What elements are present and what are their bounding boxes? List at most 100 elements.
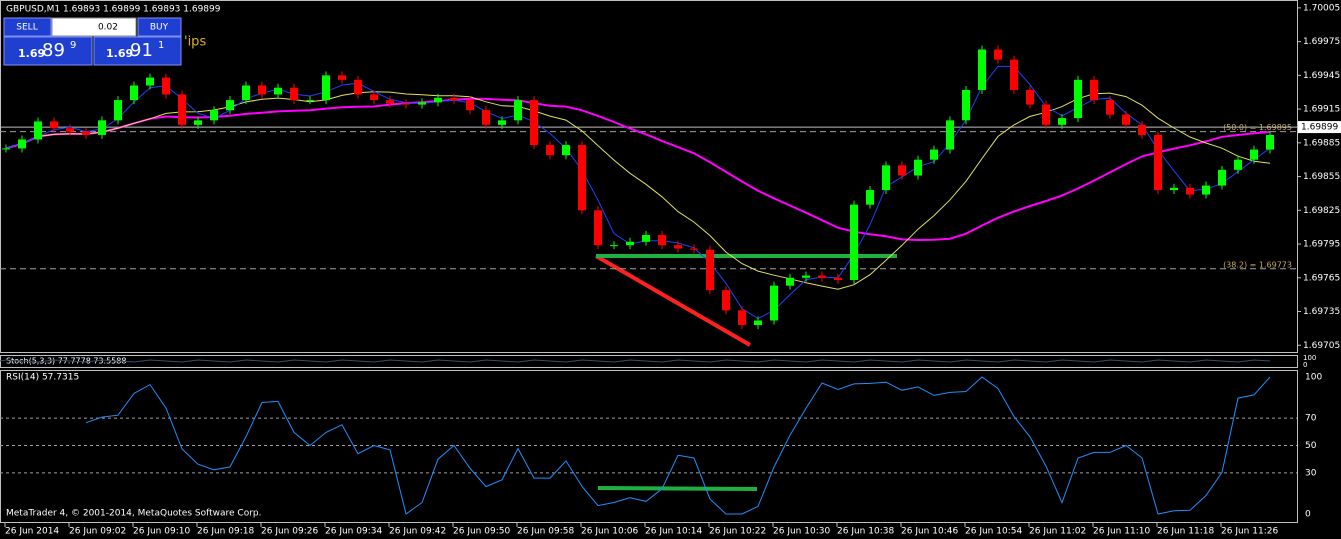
candle: [242, 85, 250, 101]
candle: [306, 100, 314, 102]
candle: [578, 145, 586, 211]
y-tick-label: 1.69885: [1303, 138, 1340, 148]
candle: [834, 277, 842, 281]
bid-box[interactable]: [3, 36, 93, 66]
candle: [1234, 159, 1242, 170]
x-tick-label: 26 Jun 10:54: [965, 527, 1022, 537]
candle: [946, 120, 954, 150]
lot-input[interactable]: [51, 17, 137, 37]
candle: [146, 77, 154, 86]
candle: [50, 121, 58, 129]
candle: [162, 77, 170, 95]
x-tick-label: 26 Jun 09:58: [517, 527, 574, 537]
candle: [114, 100, 122, 121]
candle: [498, 120, 506, 125]
trade-panel: SELL 0.02 BUY 1.69 89 9 1.69 91 1 'ips: [3, 17, 206, 66]
candle: [594, 210, 602, 246]
y-tick-label: 1.69975: [1303, 37, 1340, 47]
candle: [130, 85, 138, 101]
candle: [722, 290, 730, 311]
candle: [850, 204, 858, 281]
candle: [1090, 79, 1098, 101]
candle: [754, 320, 762, 326]
candle: [2, 148, 10, 150]
rsi-tick-label: 100: [1305, 373, 1322, 383]
candle: [274, 87, 282, 95]
candle: [194, 120, 202, 125]
candle: [290, 87, 298, 101]
candle: [82, 131, 90, 135]
candle: [1074, 79, 1082, 119]
candle: [1218, 169, 1226, 186]
x-tick-label: 26 Jun 09:10: [133, 527, 190, 537]
stoch-frame: [0, 355, 1298, 368]
candle: [930, 149, 938, 160]
candle: [1026, 89, 1034, 105]
candle: [386, 100, 394, 104]
y-tick-label: 1.69825: [1303, 206, 1340, 216]
x-tick-label: 26 Jun 11:02: [1029, 527, 1086, 537]
candle: [866, 190, 874, 205]
candle: [1250, 149, 1258, 160]
x-tick-label: 26 Jun 09:42: [389, 527, 446, 537]
candle: [370, 94, 378, 101]
rsi-tick-label: 30: [1305, 468, 1317, 478]
candle: [626, 241, 634, 246]
candle: [1138, 124, 1146, 135]
candle: [98, 120, 106, 135]
candle: [482, 110, 490, 125]
x-tick-label: 26 Jun 2014: [5, 527, 59, 537]
note: 'ips: [184, 35, 206, 50]
buy-button[interactable]: [137, 17, 182, 37]
x-tick-label: 26 Jun 10:30: [773, 527, 830, 537]
candle: [18, 139, 26, 149]
moving-average: [5, 91, 1271, 290]
rsi-line: [85, 376, 1271, 515]
x-tick-label: 26 Jun 10:38: [837, 527, 894, 537]
candle: [962, 89, 970, 121]
x-tick-label: 26 Jun 10:46: [901, 527, 958, 537]
candle: [1202, 185, 1210, 195]
last-price-label: 1.69899: [1301, 123, 1338, 133]
candle: [738, 310, 746, 326]
y-tick-label: 1.69915: [1303, 105, 1340, 115]
candle: [66, 128, 74, 132]
stoch-tick-label: 100: [1303, 354, 1316, 362]
candle: [898, 165, 906, 176]
rsi-frame: [0, 370, 1298, 523]
candle: [562, 145, 570, 156]
candle: [546, 145, 554, 156]
candle: [1186, 187, 1194, 195]
bid-pips: 89: [42, 40, 65, 61]
candle: [354, 79, 362, 95]
candle: [1042, 104, 1050, 125]
lot-value: 0.02: [98, 23, 118, 33]
x-tick-label: 26 Jun 09:50: [453, 527, 510, 537]
candle: [978, 49, 986, 90]
y-tick-label: 1.69765: [1303, 273, 1340, 283]
candle: [1170, 187, 1178, 191]
ask-prefix: 1.69: [106, 47, 133, 60]
chart-title: GBPUSD,M1 1.69893 1.69899 1.69893 1.6989…: [6, 5, 221, 15]
y-tick-label: 1.69855: [1303, 172, 1340, 182]
candle: [210, 110, 218, 121]
candle: [34, 121, 42, 140]
bid-fraction: 9: [70, 40, 76, 51]
candle: [258, 85, 266, 95]
fib-label: (38.2) = 1.69773: [1223, 260, 1292, 269]
candle: [914, 159, 922, 176]
y-tick-label: 1.69705: [1303, 341, 1340, 351]
candle: [178, 94, 186, 125]
candle: [434, 97, 442, 103]
rsi-label: RSI(14) 57.7315: [6, 373, 79, 383]
x-tick-label: 26 Jun 10:22: [709, 527, 766, 537]
candle: [802, 275, 810, 278]
ask-fraction: 1: [158, 40, 164, 51]
candle: [706, 249, 714, 291]
y-tick-label: 1.69795: [1303, 240, 1340, 250]
sell-button[interactable]: [3, 17, 52, 37]
y-tick-label: 1.69735: [1303, 307, 1340, 317]
stoch-line: [0, 359, 1271, 363]
ask-box[interactable]: [93, 36, 182, 66]
